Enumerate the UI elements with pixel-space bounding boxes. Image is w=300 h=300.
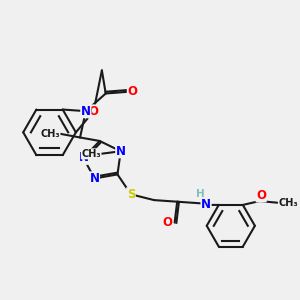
Text: O: O (256, 189, 266, 202)
Text: O: O (88, 105, 98, 118)
Text: CH₃: CH₃ (279, 198, 298, 208)
Text: N: N (116, 145, 126, 158)
Text: N: N (78, 151, 88, 164)
Text: O: O (128, 85, 137, 98)
Text: S: S (127, 188, 135, 201)
Text: O: O (163, 216, 172, 229)
Text: CH₃: CH₃ (81, 149, 101, 159)
Text: CH₃: CH₃ (40, 129, 60, 139)
Text: N: N (89, 172, 99, 185)
Text: N: N (201, 198, 211, 212)
Text: H: H (196, 189, 205, 199)
Text: N: N (81, 105, 91, 118)
